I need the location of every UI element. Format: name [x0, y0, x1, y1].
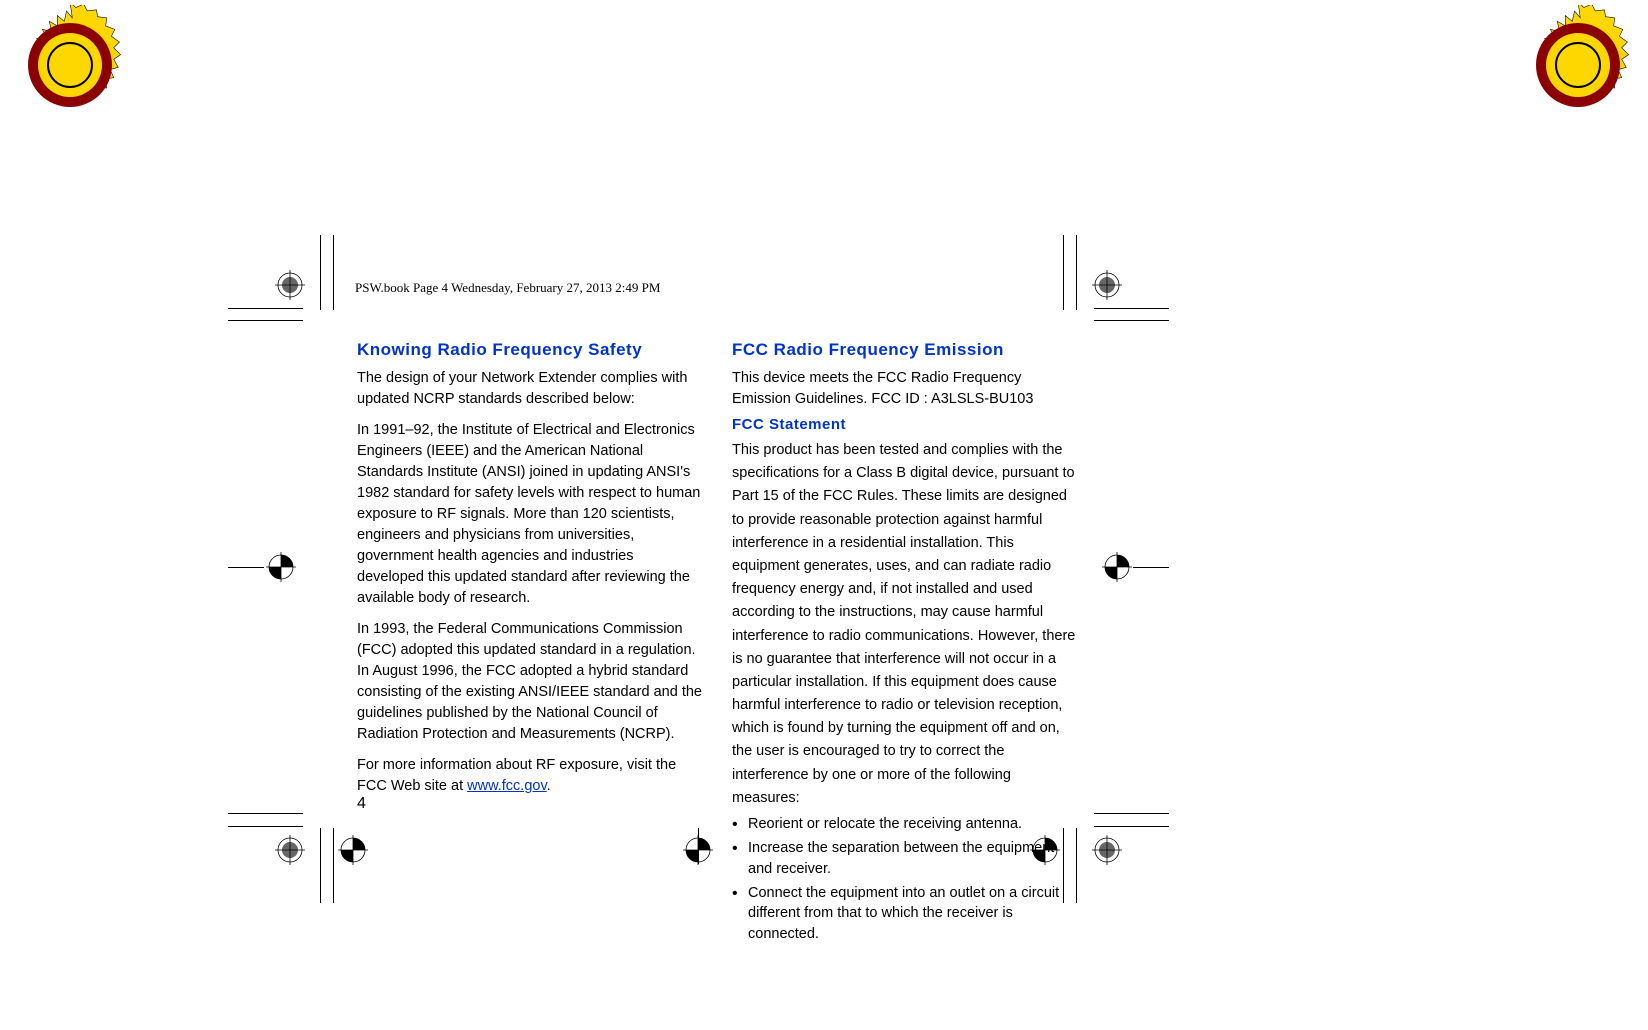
crop-mark [333, 235, 334, 310]
section-heading: FCC Radio Frequency Emission [732, 340, 1077, 360]
registration-mark-icon [1102, 552, 1132, 582]
list-item: Reorient or relocate the receiving anten… [732, 814, 1077, 834]
registration-mark-icon [1092, 835, 1122, 865]
section-heading: Knowing Radio Frequency Safety [357, 340, 702, 360]
registration-mark-icon [275, 270, 305, 300]
pdf-watermark-top-left[interactable] [10, 5, 130, 125]
fcc-link[interactable]: www.fcc.gov [467, 778, 547, 794]
registration-mark-icon [275, 835, 305, 865]
text-fragment: . [547, 778, 551, 794]
page-number: 4 [357, 795, 366, 813]
crop-mark [228, 320, 303, 321]
paragraph: For more information about RF exposure, … [357, 755, 702, 797]
gear-icon [1518, 5, 1638, 125]
gear-icon [10, 5, 130, 125]
crop-mark [333, 828, 334, 903]
registration-mark-icon [1092, 270, 1122, 300]
right-column: FCC Radio Frequency Emission This device… [732, 340, 1077, 948]
crop-mark [1094, 813, 1169, 814]
paragraph: The design of your Network Extender comp… [357, 368, 702, 410]
paragraph: In 1991–92, the Institute of Electrical … [357, 420, 702, 609]
crop-mark [320, 235, 321, 310]
paragraph: This device meets the FCC Radio Frequenc… [732, 368, 1077, 410]
bullet-list: Reorient or relocate the receiving anten… [732, 814, 1077, 944]
left-column: Knowing Radio Frequency Safety The desig… [357, 340, 702, 948]
header-filename: PSW.book Page 4 Wednesday, February 27, … [355, 280, 660, 296]
crop-mark [1094, 320, 1169, 321]
list-item: Increase the separation between the equi… [732, 838, 1077, 879]
crop-mark [228, 813, 303, 814]
page-body: Knowing Radio Frequency Safety The desig… [357, 340, 1077, 948]
pdf-watermark-top-right[interactable] [1518, 5, 1638, 125]
subsection-heading: FCC Statement [732, 416, 1077, 433]
crop-mark [228, 308, 303, 309]
paragraph: This product has been tested and complie… [732, 439, 1077, 810]
crop-mark [1133, 567, 1169, 568]
crop-mark [228, 826, 303, 827]
paragraph: In 1993, the Federal Communications Comm… [357, 619, 702, 745]
crop-mark [228, 567, 264, 568]
crop-mark [1076, 235, 1077, 310]
registration-mark-icon [266, 552, 296, 582]
crop-mark [320, 828, 321, 903]
crop-mark [1094, 308, 1169, 309]
crop-mark [1063, 235, 1064, 310]
crop-mark [1094, 826, 1169, 827]
list-item: Connect the equipment into an outlet on … [732, 883, 1077, 944]
